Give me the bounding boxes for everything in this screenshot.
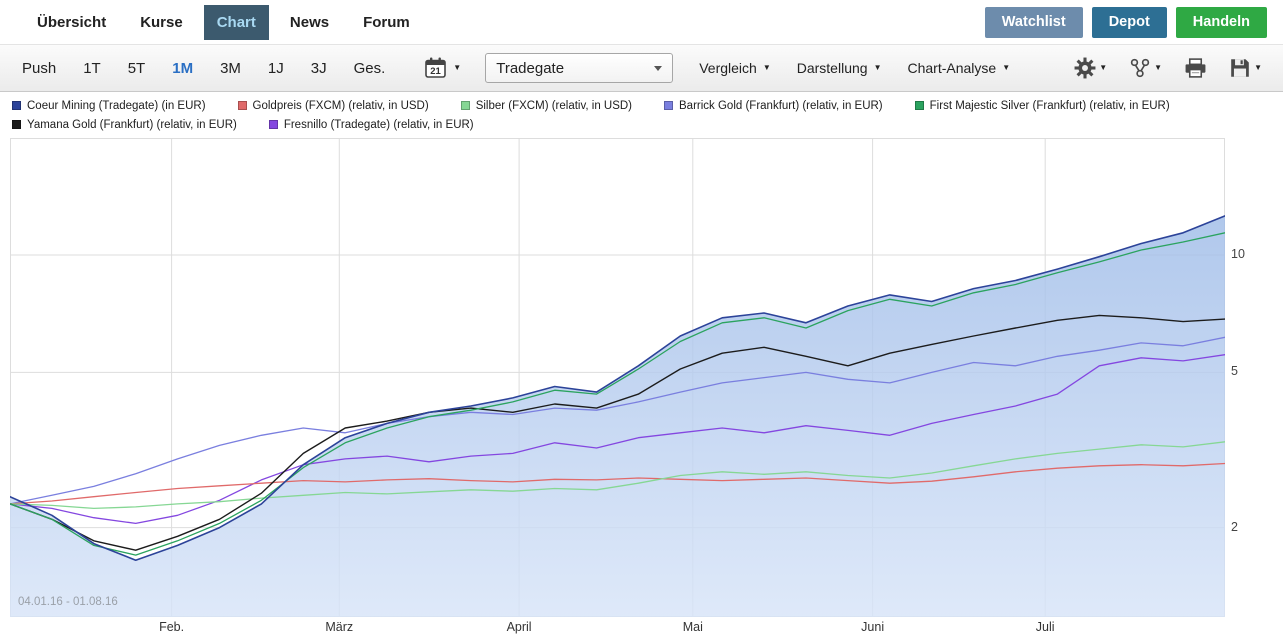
legend-item-coeur-mining: Coeur Mining (Tradegate) (in EUR)	[12, 100, 206, 112]
plot-area[interactable]: 04.01.16 - 01.08.16	[10, 138, 1225, 617]
nav-tab-news[interactable]: News	[289, 13, 330, 31]
legend-label: Silber (FXCM) (relativ, in USD)	[475, 99, 633, 112]
calendar-button[interactable]: 21 ▼	[424, 57, 461, 79]
chevron-down-icon: ▼	[762, 63, 771, 72]
period-3j[interactable]: 3J	[310, 59, 327, 77]
legend-label: Fresnillo (Tradegate) (relativ, in EUR)	[283, 118, 474, 131]
period-1j[interactable]: 1J	[267, 59, 284, 77]
legend-item-yamana-gold: Yamana Gold (Frankfurt) (relativ, in EUR…	[12, 119, 237, 131]
y-tick-label: 10	[1231, 247, 1245, 261]
depot-button[interactable]: Depot	[1091, 6, 1167, 38]
x-tick-label: März	[325, 620, 354, 634]
nav-action-buttons: Watchlist Depot Handeln	[976, 6, 1267, 38]
legend-label: Barrick Gold (Frankfurt) (relativ, in EU…	[679, 99, 883, 112]
legend-label: Coeur Mining (Tradegate) (in EUR)	[27, 99, 206, 112]
nav-tab-chart[interactable]: Chart	[203, 4, 269, 40]
svg-text:04.01.16 - 01.08.16: 04.01.16 - 01.08.16	[18, 596, 118, 608]
exchange-select-value: Tradegate	[496, 59, 565, 77]
x-tick-label: Feb.	[159, 620, 185, 634]
y-tick-label: 2	[1231, 519, 1238, 534]
chart-option-dropdowns: Vergleich ▼ Darstellung ▼ Chart-Analyse ▼	[673, 60, 1010, 76]
x-tick-label: April	[506, 620, 532, 634]
print-button[interactable]	[1177, 57, 1214, 79]
legend-swatch	[914, 101, 924, 110]
indicators-button[interactable]: ▼	[1122, 57, 1169, 79]
legend-swatch	[460, 101, 470, 110]
chart-canvas: 04.01.16 - 01.08.16	[10, 138, 1225, 617]
legend-swatch	[268, 120, 278, 129]
y-tick-label: 5	[1231, 364, 1238, 379]
period-1m[interactable]: 1M	[172, 59, 194, 77]
chart-analyse-dropdown-label: Chart-Analyse	[907, 60, 997, 76]
x-tick-label: Mai	[682, 620, 703, 634]
settings-button[interactable]: ▼	[1067, 57, 1114, 79]
x-tick-label: Juli	[1035, 620, 1055, 634]
legend-item-first-majestic-silver: First Majestic Silver (Frankfurt) (relat…	[914, 99, 1170, 112]
gear-icon	[1074, 57, 1096, 79]
chart-analyse-dropdown[interactable]: Chart-Analyse ▼	[907, 60, 1010, 76]
save-icon	[1231, 59, 1249, 77]
chart-toolbar: Push 1T 5T 1M 3M 1J 3J Ges. 21 ▼ Tradegate Verg…	[0, 45, 1283, 92]
chevron-down-icon	[654, 65, 663, 71]
handeln-button[interactable]: Handeln	[1175, 6, 1267, 38]
legend-item-barrick-gold: Barrick Gold (Frankfurt) (relativ, in EU…	[664, 100, 883, 112]
legend-swatch	[664, 101, 674, 110]
legend-item-silber: Silber (FXCM) (relativ, in USD)	[460, 99, 633, 112]
svg-text:21: 21	[431, 66, 442, 77]
legend-swatch	[12, 120, 21, 129]
calendar-icon: 21	[425, 57, 447, 78]
darstellung-dropdown-label: Darstellung	[796, 60, 868, 76]
chevron-down-icon: ▼	[873, 63, 882, 72]
period-3m[interactable]: 3M	[220, 59, 241, 77]
watchlist-button[interactable]: Watchlist	[984, 6, 1083, 38]
printer-icon	[1185, 58, 1206, 78]
chevron-down-icon: ▼	[1099, 63, 1108, 72]
main-nav: Übersicht Kurse Chart News Forum Watchlist De…	[0, 0, 1283, 45]
legend-item-fresnillo: Fresnillo (Tradegate) (relativ, in EUR)	[268, 118, 474, 131]
legend-label: First Majestic Silver (Frankfurt) (relat…	[929, 99, 1170, 112]
period-push[interactable]: Push	[22, 59, 57, 77]
save-button[interactable]: ▼	[1222, 57, 1269, 79]
legend-swatch	[237, 101, 247, 110]
vergleich-dropdown-label: Vergleich	[699, 60, 757, 76]
chart-legend: Coeur Mining (Tradegate) (in EUR) Goldpre…	[12, 96, 1275, 134]
nav-tabs: Übersicht Kurse Chart News Forum	[24, 4, 423, 40]
period-buttons: Push 1T 5T 1M 3M 1J 3J Ges.	[22, 60, 412, 77]
legend-label: Yamana Gold (Frankfurt) (relativ, in EUR…	[27, 118, 237, 131]
period-ges[interactable]: Ges.	[353, 59, 386, 77]
legend-item-goldpreis: Goldpreis (FXCM) (relativ, in USD)	[237, 99, 429, 112]
x-tick-label: Juni	[861, 620, 885, 634]
indicators-icon	[1130, 58, 1150, 78]
vergleich-dropdown[interactable]: Vergleich ▼	[699, 60, 771, 76]
legend-swatch	[12, 101, 21, 110]
nav-tab-forum[interactable]: Forum	[363, 13, 410, 31]
darstellung-dropdown[interactable]: Darstellung ▼	[797, 60, 882, 76]
nav-tab-kurse[interactable]: Kurse	[140, 13, 183, 31]
exchange-select[interactable]: Tradegate	[485, 53, 674, 83]
chevron-down-icon: ▼	[453, 63, 462, 72]
chevron-down-icon: ▼	[1154, 63, 1163, 72]
chevron-down-icon: ▼	[1002, 63, 1011, 72]
period-5t[interactable]: 5T	[127, 59, 146, 77]
nav-tab-ubersicht[interactable]: Übersicht	[37, 13, 107, 31]
period-1t[interactable]: 1T	[83, 59, 101, 77]
tool-icons: ▼ ▼	[1067, 57, 1269, 79]
chevron-down-icon: ▼	[1254, 63, 1262, 72]
legend-label: Goldpreis (FXCM) (relativ, in USD)	[252, 99, 429, 112]
